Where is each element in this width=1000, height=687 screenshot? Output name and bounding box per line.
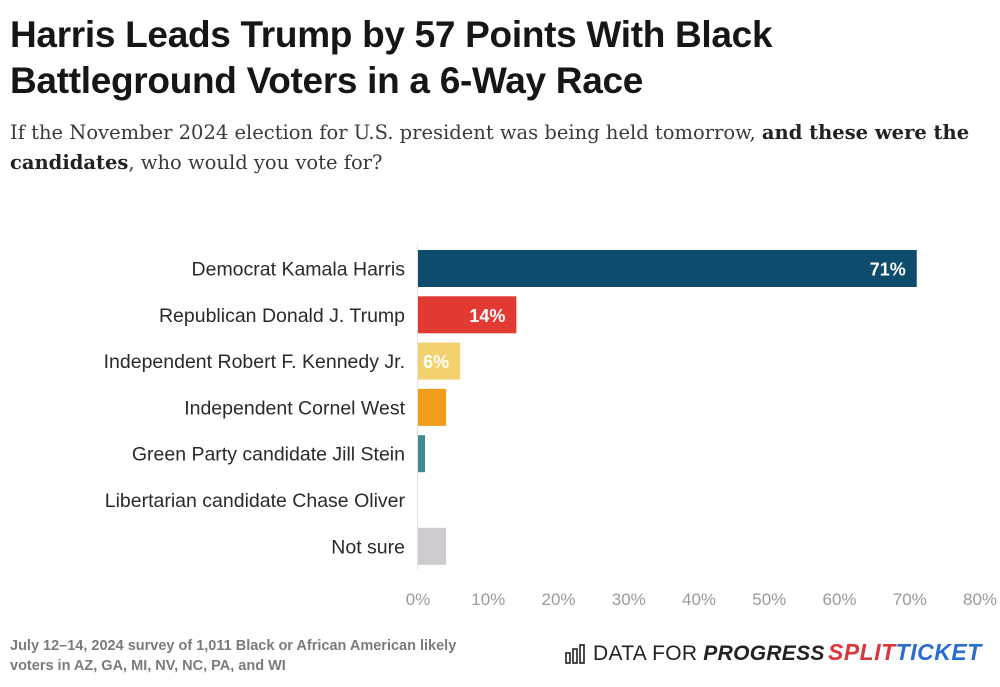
logo-text-data-for: DATA FOR xyxy=(593,642,698,665)
logo-text-progress: PROGRESS xyxy=(703,642,825,665)
x-tick-label: 60% xyxy=(822,590,856,609)
x-tick-label: 30% xyxy=(612,590,646,609)
chart-title: Harris Leads Trump by 57 Points With Bla… xyxy=(10,14,773,101)
data-label: 71% xyxy=(870,260,906,280)
x-tick-label: 50% xyxy=(752,590,786,609)
x-tick-label: 0% xyxy=(406,590,431,609)
bar xyxy=(418,296,517,334)
logo-text-split: SPLIT xyxy=(828,638,896,665)
chart-subtitle: If the November 2024 election for U.S. p… xyxy=(10,118,980,178)
subtitle-part-1: If the November 2024 election for U.S. p… xyxy=(10,121,762,144)
subtitle-part-2: , who would you vote for? xyxy=(128,151,383,174)
subtitle-bold: and these were the candidates xyxy=(10,121,970,174)
category-label: Green Party candidate Jill Stein xyxy=(132,444,405,466)
bar xyxy=(418,250,917,287)
x-tick-label: 80% xyxy=(963,590,997,609)
bar xyxy=(418,342,461,380)
bar xyxy=(418,435,426,473)
bar-chart: Democrat Kamala Harris 71% Republican Dona… xyxy=(104,244,997,609)
category-label: Libertarian candidate Chase Oliver xyxy=(105,490,406,512)
survey-note: July 12–14, 2024 survey of 1,011 Black o… xyxy=(10,638,457,674)
split-ticket-logo: SPLIT TICKET xyxy=(828,636,982,668)
bar xyxy=(418,527,447,565)
category-label: Independent Cornel West xyxy=(184,397,405,419)
data-label: 6% xyxy=(423,352,449,372)
logo-text-ticket: TICKET xyxy=(895,638,982,665)
x-tick-label: 70% xyxy=(893,590,927,609)
category-label: Democrat Kamala Harris xyxy=(192,259,406,281)
category-label: Independent Robert F. Kennedy Jr. xyxy=(104,351,405,373)
x-tick-label: 20% xyxy=(541,590,575,609)
bar-chart-icon xyxy=(565,644,585,664)
x-tick-label: 10% xyxy=(471,590,505,609)
category-label: Republican Donald J. Trump xyxy=(159,305,405,327)
data-label: 14% xyxy=(469,306,505,326)
x-tick-label: 40% xyxy=(682,590,716,609)
category-label: Not sure xyxy=(331,536,405,558)
bar xyxy=(418,388,447,426)
data-for-progress-logo: DATA FOR PROGRESS xyxy=(565,640,825,668)
